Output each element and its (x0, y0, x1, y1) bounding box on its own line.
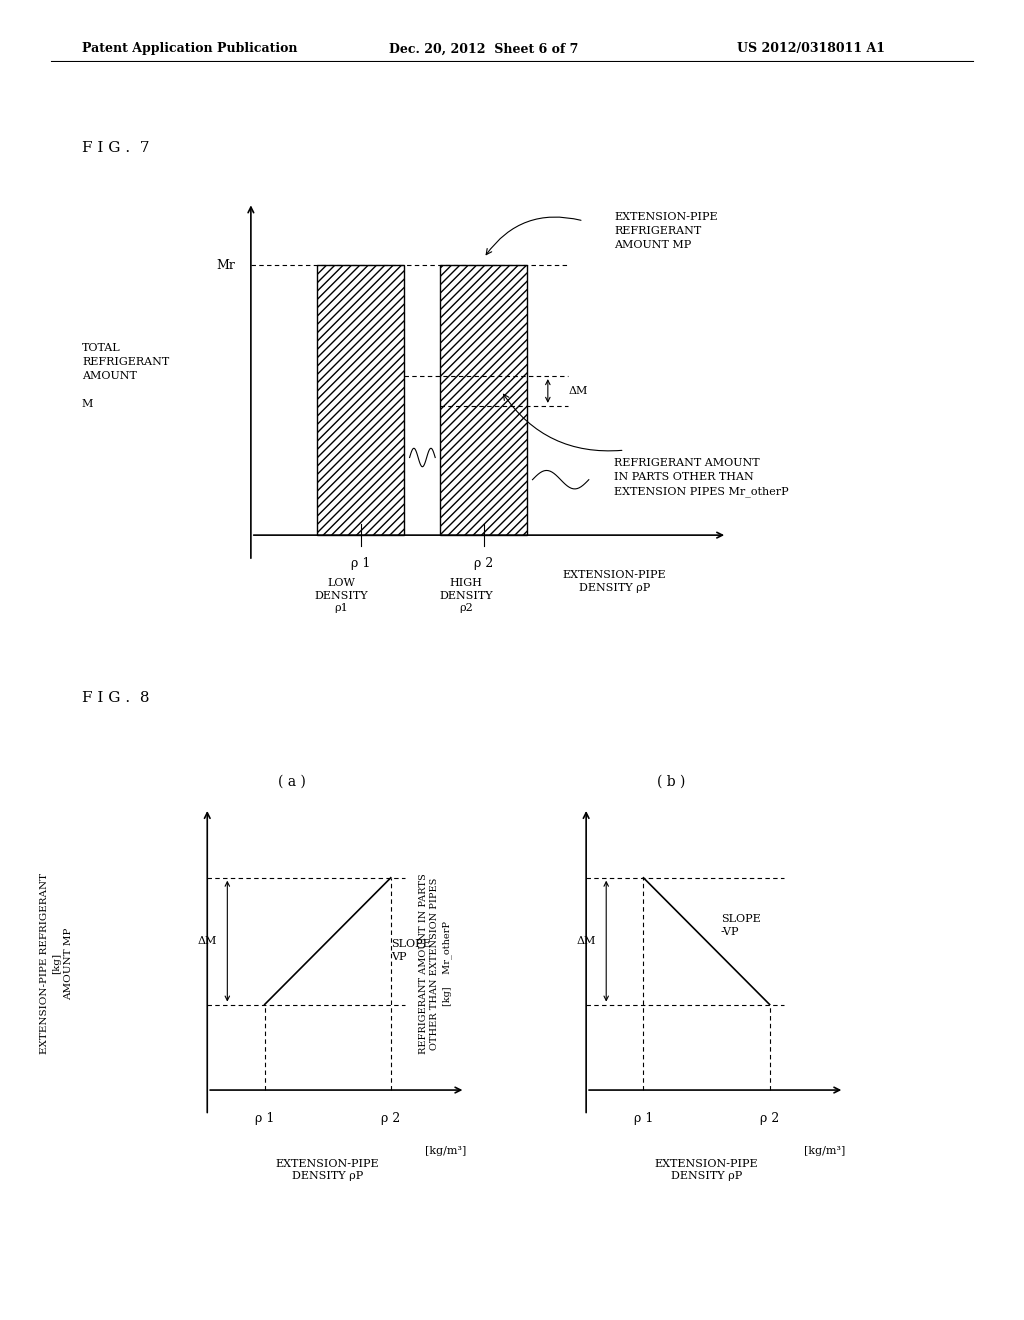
Text: ΔM: ΔM (577, 936, 596, 946)
Text: ρ 1: ρ 1 (351, 557, 371, 570)
Text: Patent Application Publication: Patent Application Publication (82, 42, 297, 55)
Text: SLOPE
-VP: SLOPE -VP (721, 915, 761, 936)
Text: REFRIGERANT AMOUNT IN PARTS
OTHER THAN EXTENSION PIPES
[kg]    Mr_otherP: REFRIGERANT AMOUNT IN PARTS OTHER THAN E… (419, 874, 452, 1053)
Text: ΔM: ΔM (198, 936, 217, 946)
Text: EXTENSION-PIPE
DENSITY ρP: EXTENSION-PIPE DENSITY ρP (562, 570, 667, 593)
Bar (440, 265, 527, 535)
Text: ρ 2: ρ 2 (381, 1113, 400, 1125)
Text: ρ 1: ρ 1 (634, 1113, 653, 1125)
Text: [kg/m³]: [kg/m³] (804, 1146, 845, 1156)
Text: Mr: Mr (217, 259, 236, 272)
Text: F I G .  7: F I G . 7 (82, 141, 150, 154)
Text: ρ 2: ρ 2 (760, 1113, 779, 1125)
Text: EXTENSION-PIPE
REFRIGERANT
AMOUNT MP: EXTENSION-PIPE REFRIGERANT AMOUNT MP (614, 213, 718, 249)
Text: HIGH
DENSITY
ρ2: HIGH DENSITY ρ2 (439, 578, 493, 612)
Text: ( a ): ( a ) (278, 775, 306, 788)
Text: ( b ): ( b ) (656, 775, 685, 788)
Bar (317, 265, 404, 535)
Text: EXTENSION-PIPE
DENSITY ρP: EXTENSION-PIPE DENSITY ρP (275, 1159, 380, 1181)
Text: US 2012/0318011 A1: US 2012/0318011 A1 (737, 42, 886, 55)
Text: ΔM: ΔM (568, 385, 588, 396)
Text: TOTAL
REFRIGERANT
AMOUNT

M: TOTAL REFRIGERANT AMOUNT M (82, 343, 169, 409)
Text: EXTENSION-PIPE REFRIGERANT
[kg]
AMOUNT MP: EXTENSION-PIPE REFRIGERANT [kg] AMOUNT M… (40, 873, 73, 1055)
Text: ρ 2: ρ 2 (474, 557, 494, 570)
Text: LOW
DENSITY
ρ1: LOW DENSITY ρ1 (314, 578, 368, 612)
Text: F I G .  8: F I G . 8 (82, 692, 150, 705)
Text: REFRIGERANT AMOUNT
IN PARTS OTHER THAN
EXTENSION PIPES Mr_otherP: REFRIGERANT AMOUNT IN PARTS OTHER THAN E… (614, 458, 790, 498)
Text: ρ 1: ρ 1 (255, 1113, 274, 1125)
Text: [kg/m³]: [kg/m³] (425, 1146, 466, 1156)
Text: EXTENSION-PIPE
DENSITY ρP: EXTENSION-PIPE DENSITY ρP (654, 1159, 759, 1181)
Text: Dec. 20, 2012  Sheet 6 of 7: Dec. 20, 2012 Sheet 6 of 7 (389, 42, 579, 55)
Text: SLOPE
VP: SLOPE VP (391, 940, 430, 962)
